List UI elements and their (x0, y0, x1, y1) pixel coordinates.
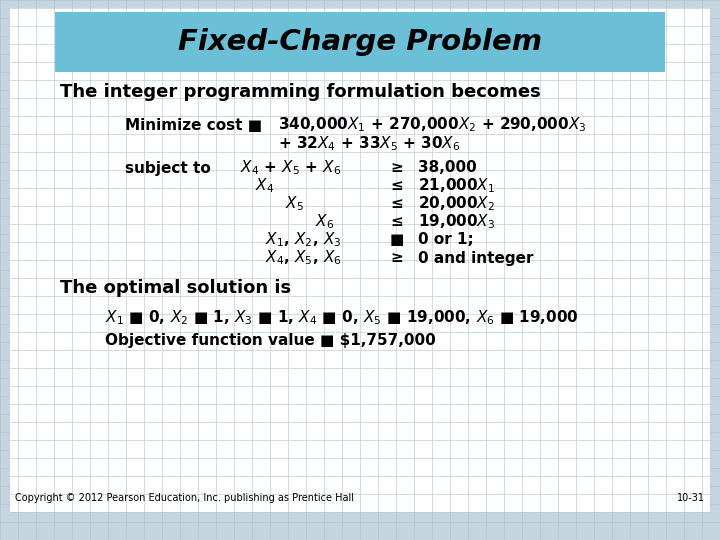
Text: + 32$X_4$ + 33$X_5$ + 30$X_6$: + 32$X_4$ + 33$X_5$ + 30$X_6$ (278, 134, 461, 153)
Bar (55, 12, 665, 72)
Text: 0 or 1;: 0 or 1; (418, 233, 474, 247)
Text: ≤: ≤ (390, 197, 402, 212)
Text: $X_1$ ■ 0, $X_2$ ■ 1, $X_3$ ■ 1, $X_4$ ■ 0, $X_5$ ■ 19,000, $X_6$ ■ 19,000: $X_1$ ■ 0, $X_2$ ■ 1, $X_3$ ■ 1, $X_4$ ■… (105, 309, 579, 327)
Text: 20,000$X_2$: 20,000$X_2$ (418, 194, 495, 213)
Text: $X_6$: $X_6$ (315, 213, 334, 231)
Text: Fixed-Charge Problem: Fixed-Charge Problem (178, 28, 542, 56)
Text: The integer programming formulation becomes: The integer programming formulation beco… (60, 83, 541, 101)
Text: 340,000$X_1$ + 270,000$X_2$ + 290,000$X_3$: 340,000$X_1$ + 270,000$X_2$ + 290,000$X_… (278, 116, 587, 134)
Text: ≥: ≥ (390, 251, 402, 266)
Text: $X_4$, $X_5$, $X_6$: $X_4$, $X_5$, $X_6$ (265, 248, 342, 267)
Text: The optimal solution is: The optimal solution is (60, 279, 291, 297)
Text: 38,000: 38,000 (418, 160, 477, 176)
Text: 10-31: 10-31 (677, 493, 705, 503)
Text: $X_1$, $X_2$, $X_3$: $X_1$, $X_2$, $X_3$ (265, 231, 341, 249)
Text: ≤: ≤ (390, 179, 402, 193)
Text: Minimize cost ■: Minimize cost ■ (125, 118, 262, 132)
Text: 19,000$X_3$: 19,000$X_3$ (418, 213, 495, 231)
Text: ≥: ≥ (390, 160, 402, 176)
Text: $X_4$: $X_4$ (255, 177, 274, 195)
Text: $X_4$ + $X_5$ + $X_6$: $X_4$ + $X_5$ + $X_6$ (240, 159, 341, 177)
Text: $X_5$: $X_5$ (285, 194, 304, 213)
Text: subject to: subject to (125, 160, 211, 176)
Text: Objective function value ■ $1,757,000: Objective function value ■ $1,757,000 (105, 333, 436, 348)
Text: Copyright © 2012 Pearson Education, Inc. publishing as Prentice Hall: Copyright © 2012 Pearson Education, Inc.… (15, 493, 354, 503)
Text: 0 and integer: 0 and integer (418, 251, 534, 266)
Text: ■: ■ (390, 233, 405, 247)
Text: 21,000$X_1$: 21,000$X_1$ (418, 177, 495, 195)
Text: ≤: ≤ (390, 214, 402, 230)
